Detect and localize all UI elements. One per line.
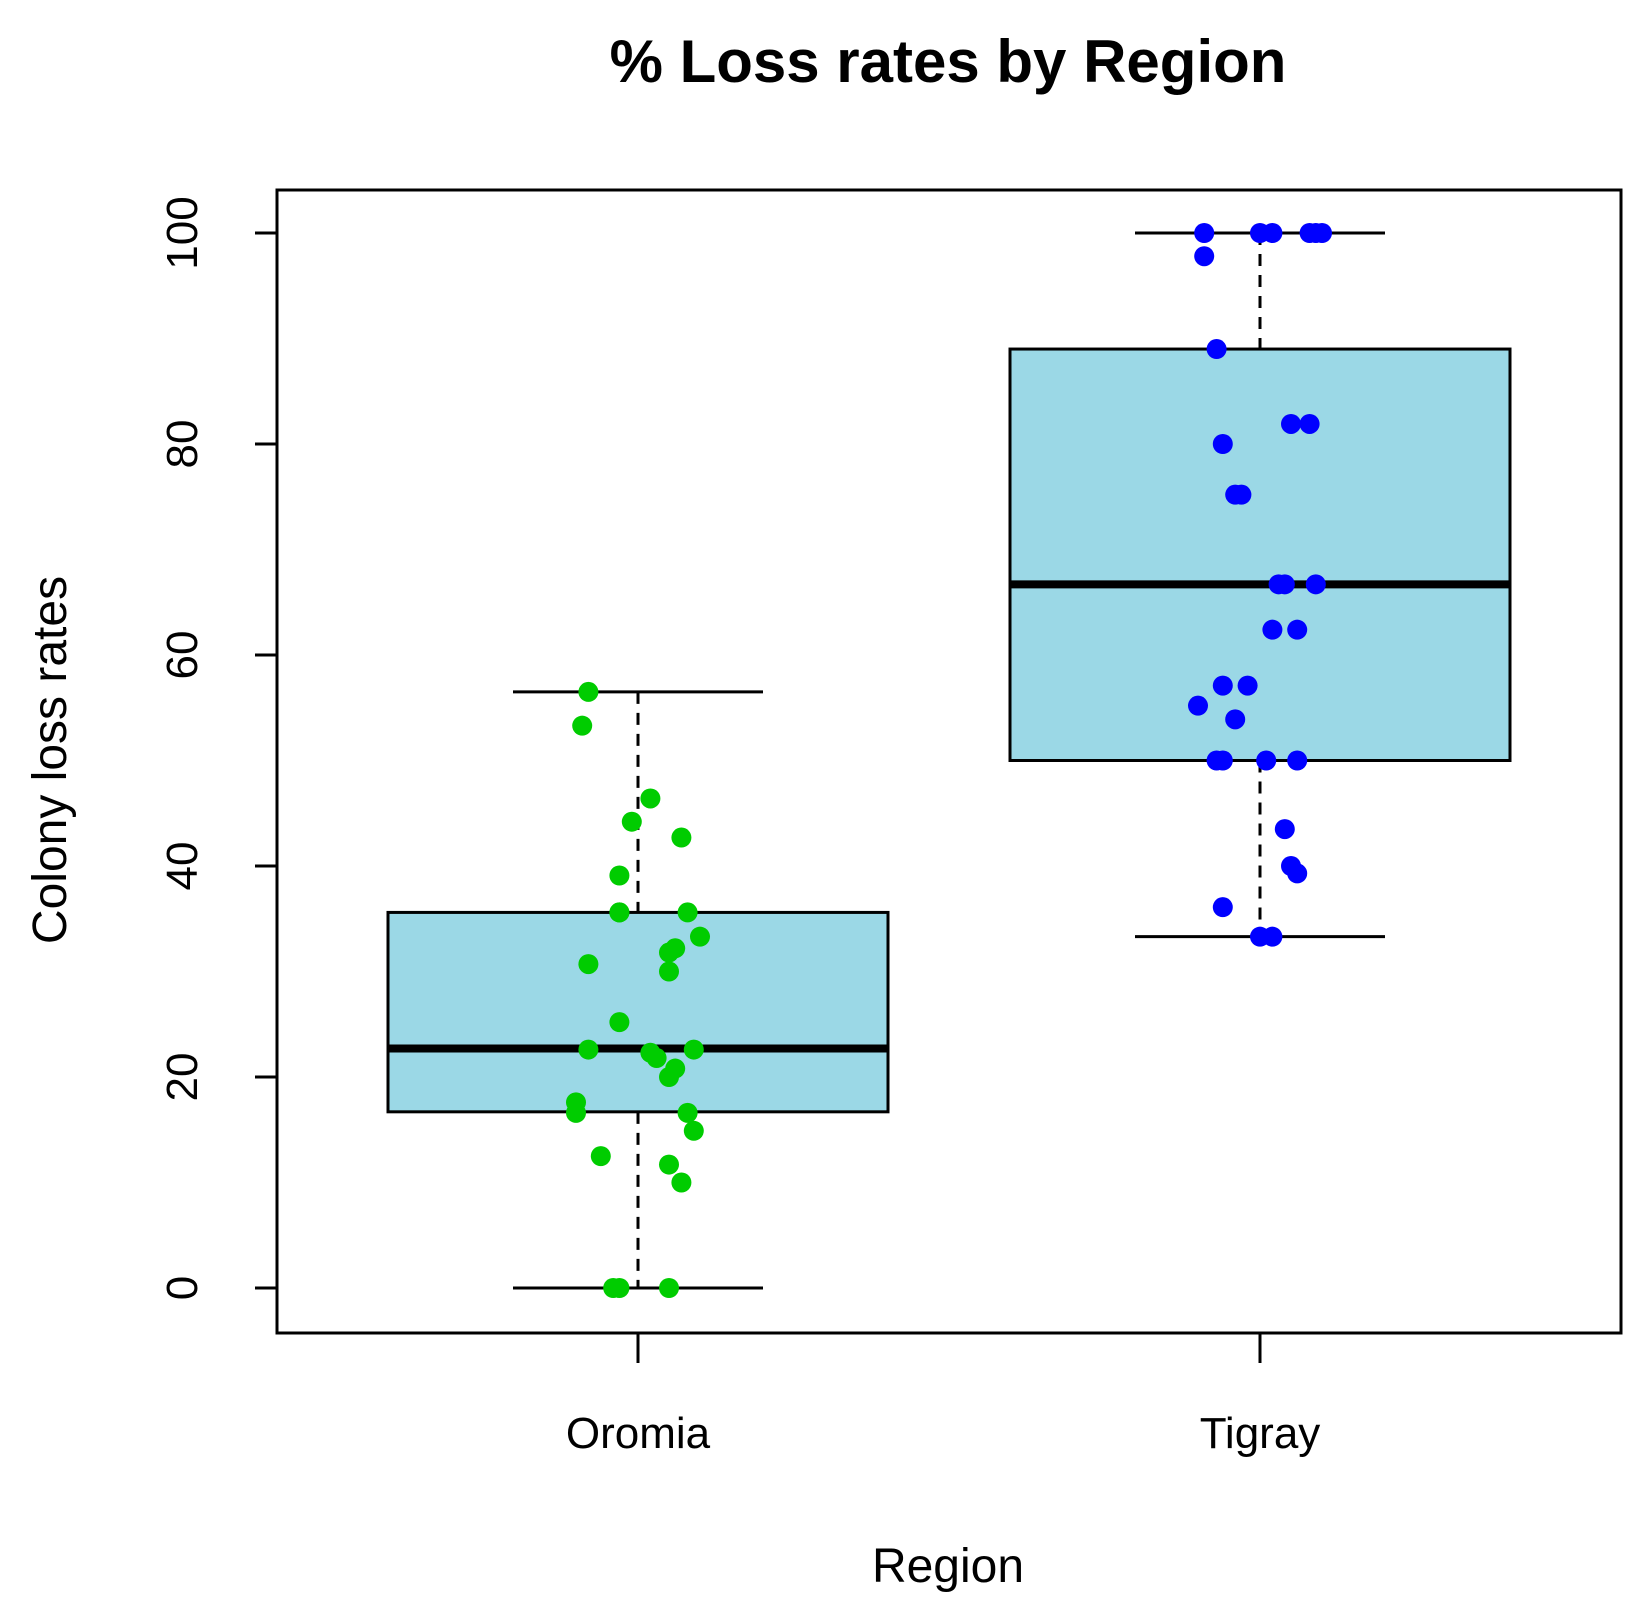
y-tick-label: 80: [158, 420, 207, 469]
data-point: [1262, 926, 1283, 947]
data-point: [566, 1102, 586, 1123]
data-point: [659, 1278, 679, 1298]
y-tick-label: 0: [158, 1276, 207, 1300]
data-point: [659, 1067, 679, 1087]
x-tick-label-oromia: Oromia: [566, 1409, 711, 1458]
chart-title: % Loss rates by Region: [610, 28, 1287, 95]
data-point: [1262, 619, 1283, 640]
data-point: [1287, 619, 1308, 640]
data-point: [1299, 413, 1320, 434]
data-point: [677, 902, 698, 923]
data-point: [1312, 223, 1332, 243]
y-axis: 0 20 40 60 80 100: [158, 196, 277, 1300]
data-point: [1188, 695, 1208, 716]
data-point: [621, 811, 642, 832]
plot-frame: [275, 188, 1623, 1335]
data-point: [1194, 223, 1215, 243]
data-point: [578, 1039, 599, 1060]
x-tick-label-tigray: Tigray: [1200, 1409, 1321, 1458]
y-tick-label: 60: [158, 631, 207, 680]
data-point: [578, 954, 599, 975]
data-point: [609, 1012, 630, 1033]
box-tigray: [1008, 223, 1512, 947]
box-layer: [386, 223, 1512, 1298]
data-point: [1194, 246, 1215, 267]
data-point: [671, 827, 692, 848]
data-point: [1305, 574, 1326, 595]
data-point: [646, 1048, 667, 1069]
y-tick-label: 20: [158, 1053, 207, 1102]
data-point: [659, 961, 679, 982]
data-point: [1212, 750, 1233, 771]
data-point: [1274, 574, 1295, 595]
iqr-box: [386, 910, 890, 1114]
data-point: [1212, 675, 1233, 696]
data-point: [1237, 675, 1258, 696]
data-point: [659, 1154, 679, 1175]
data-point: [609, 902, 630, 923]
data-point: [640, 788, 661, 809]
data-point: [1212, 434, 1233, 454]
data-point: [1281, 413, 1301, 434]
data-point: [1231, 484, 1252, 505]
data-point: [671, 1172, 692, 1193]
data-point: [578, 681, 599, 702]
data-point: [1287, 863, 1308, 884]
box-oromia: [386, 681, 890, 1298]
x-axis: Oromia Tigray: [566, 1333, 1320, 1458]
data-point: [1262, 223, 1283, 243]
x-axis-label: Region: [872, 1540, 1024, 1593]
data-point: [609, 865, 630, 886]
data-point: [1274, 819, 1295, 840]
y-tick-label: 40: [158, 842, 207, 891]
data-point: [1225, 709, 1246, 730]
data-point: [683, 1039, 704, 1060]
data-point: [659, 942, 679, 963]
y-tick-label: 100: [158, 196, 207, 269]
data-point: [1206, 339, 1227, 360]
data-point: [1212, 897, 1233, 918]
data-point: [572, 715, 593, 736]
y-axis-label: Colony loss rates: [24, 576, 77, 944]
data-point: [609, 1278, 630, 1298]
iqr-box: [1008, 347, 1512, 762]
data-point: [1287, 750, 1308, 771]
data-point: [590, 1146, 611, 1167]
data-point: [683, 1120, 704, 1141]
data-point: [677, 1102, 698, 1123]
data-point: [690, 926, 710, 947]
data-point: [1256, 750, 1277, 771]
